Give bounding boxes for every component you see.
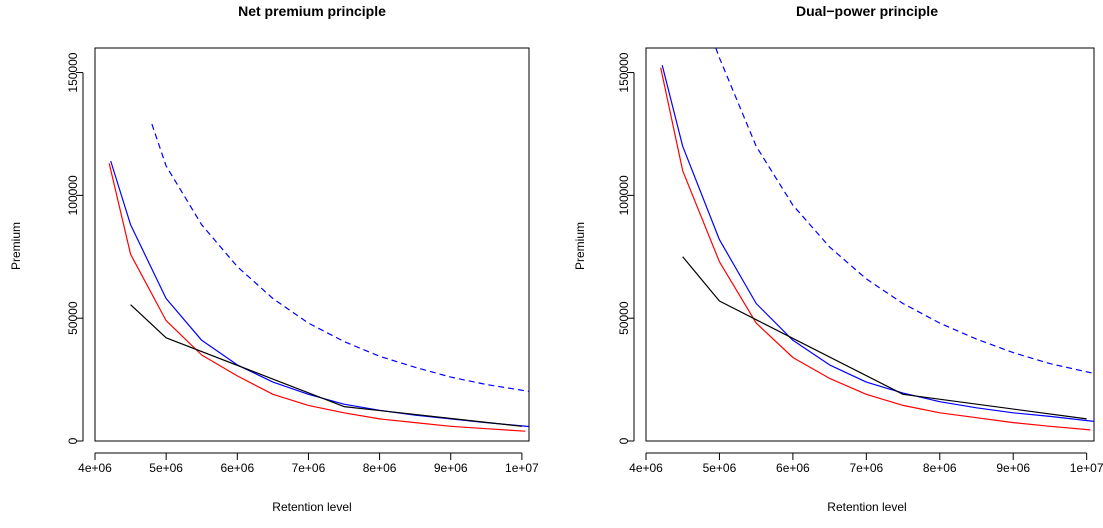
axis-ticks: 4e+06 5e+06 6e+06 7e+06 8e+06 9e+06 1e+07 0 5000… bbox=[617, 52, 1103, 475]
x-tick-label: 7e+06 bbox=[292, 461, 326, 475]
y-tick-label: 50000 bbox=[66, 301, 80, 335]
net-premium-panel: Net premium principle Retention level Pr… bbox=[0, 0, 551, 523]
series-line-1 bbox=[660, 67, 1091, 431]
y-tick-label: 0 bbox=[617, 437, 631, 444]
x-tick-label: 8e+06 bbox=[363, 461, 397, 475]
y-tick-label: 100000 bbox=[66, 175, 80, 215]
y-axis-label: Premium bbox=[9, 222, 23, 270]
x-tick-label: 7e+06 bbox=[849, 461, 883, 475]
x-tick-label: 4e+06 bbox=[629, 461, 663, 475]
y-tick-label: 0 bbox=[66, 437, 80, 444]
y-tick-label: 150000 bbox=[66, 52, 80, 92]
x-tick-label: 6e+06 bbox=[220, 461, 254, 475]
series-line-3 bbox=[151, 123, 529, 392]
chart-title: Net premium principle bbox=[238, 3, 386, 19]
x-tick-label: 9e+06 bbox=[996, 461, 1030, 475]
x-tick-label: 5e+06 bbox=[149, 461, 183, 475]
x-tick-label: 4e+06 bbox=[78, 461, 112, 475]
y-axis-label: Premium bbox=[573, 222, 587, 270]
series-line-1 bbox=[108, 163, 526, 432]
x-tick-label: 5e+06 bbox=[703, 461, 737, 475]
series-line-4 bbox=[130, 304, 522, 427]
series-lines bbox=[660, 48, 1094, 431]
x-axis-label: Retention level bbox=[272, 500, 351, 514]
plot-area-frame bbox=[645, 47, 1095, 442]
plot-area-frame bbox=[94, 47, 530, 442]
net-premium-chart: Net premium principle Retention level Pr… bbox=[9, 3, 539, 514]
dual-power-panel: Dual−power principle Retention level Pre… bbox=[552, 0, 1103, 523]
series-lines bbox=[108, 123, 529, 432]
y-tick-label: 150000 bbox=[617, 52, 631, 92]
series-line-2 bbox=[110, 160, 529, 428]
series-line-2 bbox=[661, 65, 1094, 422]
x-tick-label: 8e+06 bbox=[923, 461, 957, 475]
x-tick-label: 1e+07 bbox=[505, 461, 539, 475]
x-axis-label: Retention level bbox=[827, 500, 906, 514]
axis-ticks: 4e+06 5e+06 6e+06 7e+06 8e+06 9e+06 1e+07 0 5000… bbox=[66, 52, 539, 475]
x-tick-label: 6e+06 bbox=[776, 461, 810, 475]
y-tick-label: 50000 bbox=[617, 301, 631, 335]
x-tick-label: 1e+07 bbox=[1070, 461, 1103, 475]
x-tick-label: 9e+06 bbox=[434, 461, 468, 475]
chart-title: Dual−power principle bbox=[796, 3, 938, 19]
series-line-3 bbox=[715, 48, 1094, 375]
dual-power-chart: Dual−power principle Retention level Pre… bbox=[573, 3, 1103, 514]
series-line-4 bbox=[682, 256, 1087, 420]
y-tick-label: 100000 bbox=[617, 175, 631, 215]
